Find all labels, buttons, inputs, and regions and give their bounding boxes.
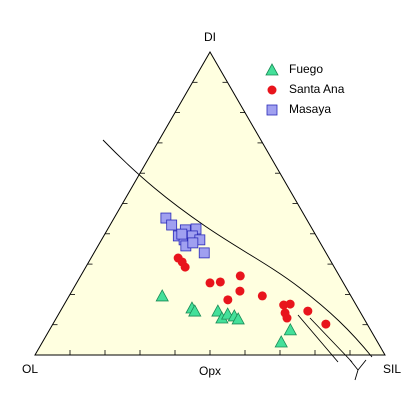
apex-label: DI — [204, 30, 216, 44]
point — [257, 291, 267, 301]
point — [231, 312, 245, 325]
legend-marker — [265, 63, 279, 76]
point — [321, 319, 331, 329]
point — [198, 247, 210, 259]
boundary-line — [309, 317, 353, 363]
edge-label: Opx — [199, 364, 221, 378]
apex-label: SIL — [383, 362, 401, 376]
ternary-frame — [34, 51, 386, 356]
legend-label: Fuego — [289, 62, 323, 76]
boundary-line — [349, 359, 367, 381]
point — [188, 304, 202, 317]
point — [235, 286, 245, 296]
point — [285, 299, 295, 309]
legend-marker — [267, 85, 277, 95]
point — [205, 278, 215, 288]
point — [155, 289, 169, 302]
legend-label: Santa Ana — [289, 82, 345, 96]
point — [274, 335, 288, 348]
point — [303, 306, 313, 316]
phase-boundaries — [102, 139, 373, 381]
boundary-line — [297, 314, 339, 363]
point — [223, 295, 233, 305]
point — [180, 262, 190, 272]
point — [283, 323, 297, 336]
point — [176, 228, 188, 240]
point — [215, 277, 225, 287]
point — [235, 271, 245, 281]
point — [282, 313, 292, 323]
legend-marker — [266, 104, 278, 116]
apex-label: OL — [22, 362, 38, 376]
point — [187, 237, 199, 249]
cotectic-curve — [102, 139, 373, 358]
legend-label: Masaya — [289, 102, 331, 116]
point — [160, 212, 172, 224]
point — [166, 219, 178, 231]
